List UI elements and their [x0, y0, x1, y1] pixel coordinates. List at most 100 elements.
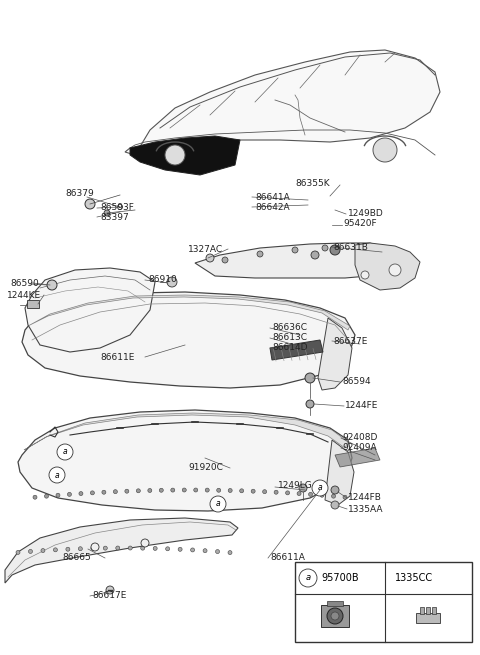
- Polygon shape: [325, 440, 354, 505]
- Text: 1244FB: 1244FB: [348, 493, 382, 502]
- Polygon shape: [270, 340, 323, 360]
- Bar: [432, 607, 436, 614]
- Text: 86593F: 86593F: [100, 204, 134, 212]
- Circle shape: [216, 488, 221, 493]
- Circle shape: [102, 490, 106, 495]
- Circle shape: [33, 495, 37, 499]
- Circle shape: [136, 489, 140, 493]
- Bar: [321, 605, 349, 627]
- Circle shape: [299, 569, 317, 587]
- Circle shape: [312, 480, 328, 496]
- Polygon shape: [5, 518, 238, 583]
- Text: 95700B: 95700B: [321, 573, 359, 583]
- Circle shape: [91, 543, 99, 551]
- Circle shape: [331, 501, 339, 509]
- Circle shape: [305, 373, 315, 383]
- Circle shape: [113, 490, 118, 494]
- Text: 92408D: 92408D: [342, 434, 377, 443]
- Circle shape: [141, 539, 149, 547]
- Circle shape: [165, 145, 185, 165]
- Circle shape: [79, 491, 83, 496]
- Text: 86617E: 86617E: [92, 591, 126, 601]
- Text: 1335CC: 1335CC: [395, 573, 433, 583]
- Circle shape: [85, 199, 95, 209]
- Circle shape: [68, 493, 72, 496]
- Text: 1244KE: 1244KE: [7, 291, 41, 299]
- Circle shape: [274, 490, 278, 495]
- Circle shape: [191, 548, 194, 552]
- Text: a: a: [318, 483, 322, 493]
- Text: 92409A: 92409A: [342, 443, 377, 453]
- Polygon shape: [24, 413, 348, 450]
- Polygon shape: [318, 318, 352, 390]
- Bar: [420, 607, 424, 614]
- Text: 1327AC: 1327AC: [188, 244, 223, 253]
- Text: 86641A: 86641A: [255, 193, 290, 202]
- Bar: [27, 300, 39, 308]
- Polygon shape: [18, 410, 352, 511]
- Text: 95420F: 95420F: [343, 219, 377, 229]
- Circle shape: [240, 489, 244, 493]
- Circle shape: [103, 546, 108, 550]
- Circle shape: [205, 488, 209, 492]
- Circle shape: [56, 493, 60, 497]
- Circle shape: [373, 138, 397, 162]
- Circle shape: [343, 495, 347, 499]
- Bar: [426, 607, 430, 614]
- Polygon shape: [130, 136, 240, 175]
- Circle shape: [389, 264, 401, 276]
- Circle shape: [182, 488, 186, 492]
- Circle shape: [106, 586, 114, 594]
- Circle shape: [222, 257, 228, 263]
- Polygon shape: [22, 292, 355, 388]
- Circle shape: [322, 245, 328, 251]
- Circle shape: [330, 245, 340, 255]
- Text: 86594: 86594: [342, 377, 371, 386]
- Text: 86611E: 86611E: [100, 352, 134, 362]
- Text: 86642A: 86642A: [255, 202, 289, 212]
- Text: 86637E: 86637E: [333, 337, 367, 345]
- Circle shape: [311, 251, 319, 259]
- Circle shape: [45, 494, 48, 498]
- Circle shape: [171, 488, 175, 492]
- Circle shape: [78, 547, 83, 551]
- Text: 1249BD: 1249BD: [348, 210, 384, 219]
- Circle shape: [309, 493, 312, 496]
- Text: 86590: 86590: [10, 278, 39, 288]
- Text: 1335AA: 1335AA: [348, 504, 384, 514]
- Circle shape: [332, 494, 336, 498]
- Circle shape: [41, 549, 45, 553]
- Circle shape: [320, 493, 324, 497]
- Polygon shape: [25, 268, 155, 352]
- Circle shape: [178, 548, 182, 552]
- Polygon shape: [195, 243, 390, 278]
- Circle shape: [257, 251, 263, 257]
- Text: 1244FE: 1244FE: [345, 402, 378, 411]
- Text: 86636C: 86636C: [272, 324, 307, 333]
- Text: 91920C: 91920C: [188, 464, 223, 472]
- Circle shape: [331, 486, 339, 494]
- Circle shape: [28, 550, 33, 553]
- Text: a: a: [216, 500, 220, 508]
- Circle shape: [263, 490, 266, 494]
- Circle shape: [216, 550, 219, 553]
- Circle shape: [148, 489, 152, 493]
- Circle shape: [90, 491, 95, 495]
- Circle shape: [327, 608, 343, 624]
- Text: 86613C: 86613C: [272, 333, 307, 343]
- Circle shape: [167, 277, 177, 287]
- Text: 86614D: 86614D: [272, 343, 308, 352]
- Polygon shape: [335, 448, 380, 467]
- Circle shape: [194, 488, 198, 492]
- Circle shape: [159, 488, 163, 493]
- Circle shape: [53, 548, 58, 552]
- Circle shape: [66, 547, 70, 552]
- Circle shape: [116, 546, 120, 550]
- Circle shape: [228, 551, 232, 555]
- Circle shape: [206, 254, 214, 262]
- Text: 83397: 83397: [100, 212, 129, 221]
- Circle shape: [299, 484, 307, 492]
- Text: a: a: [63, 447, 67, 457]
- Polygon shape: [28, 295, 350, 330]
- Circle shape: [286, 491, 289, 495]
